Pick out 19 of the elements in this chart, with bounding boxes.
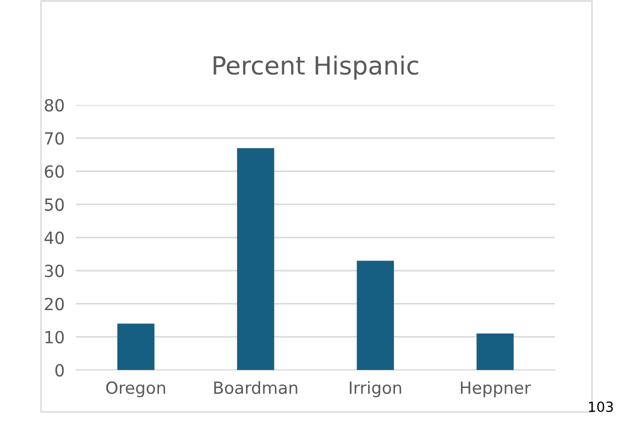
x-tick-label: Boardman: [214, 381, 298, 394]
y-tick-label: 20: [44, 298, 64, 310]
bar: [237, 148, 274, 370]
chart-title: Percent Hispanic: [214, 55, 418, 80]
y-tick-label: 0: [55, 364, 64, 377]
y-tick-label: 70: [45, 132, 64, 145]
y-tick-label: 10: [46, 330, 64, 344]
y-tick-label: 40: [44, 231, 64, 244]
bar: [356, 260, 394, 370]
bar: [476, 334, 514, 370]
text: 103: [589, 402, 613, 412]
y-tick-label: 60: [44, 165, 64, 178]
bar: [117, 324, 154, 370]
x-tick-label: Heppner: [460, 382, 531, 398]
x-tick-label: Irrigon: [350, 381, 402, 398]
y-tick-label: 30: [44, 264, 64, 278]
x-tick-label: Oregon: [106, 381, 166, 398]
y-tick-label: 50: [44, 198, 64, 211]
y-tick-label: 80: [44, 98, 64, 112]
